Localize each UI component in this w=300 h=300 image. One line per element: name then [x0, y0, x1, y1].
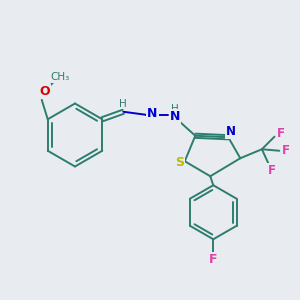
- Text: N: N: [226, 125, 236, 138]
- Text: N: N: [147, 107, 158, 120]
- Text: F: F: [209, 253, 218, 266]
- Text: H: H: [171, 104, 179, 114]
- Text: H: H: [119, 99, 127, 109]
- Text: F: F: [282, 144, 290, 157]
- Text: S: S: [175, 156, 184, 169]
- Text: F: F: [277, 127, 284, 140]
- Text: N: N: [170, 110, 180, 123]
- Text: O: O: [39, 85, 50, 98]
- Text: CH₃: CH₃: [50, 72, 69, 82]
- Text: F: F: [268, 164, 276, 177]
